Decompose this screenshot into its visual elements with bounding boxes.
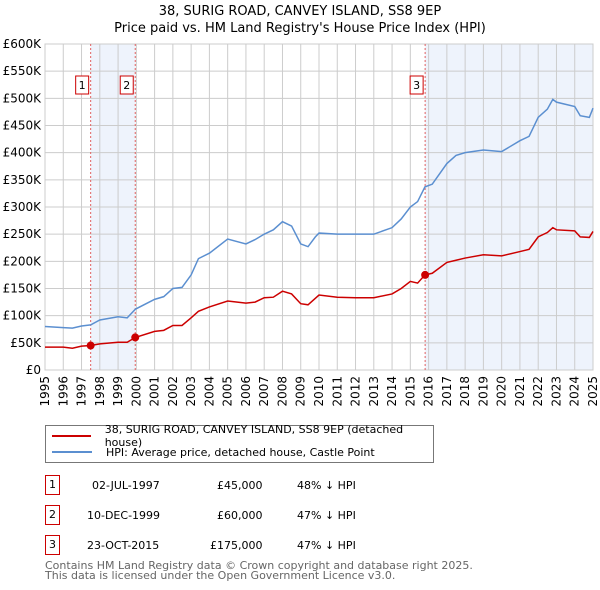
x-tick-label: 2021 bbox=[513, 376, 527, 407]
y-tick-label: £0 bbox=[26, 363, 41, 377]
transaction-hpi: 47% ↓ HPI bbox=[297, 509, 356, 522]
transaction-date: 23-OCT-2015 bbox=[87, 539, 160, 552]
x-tick-label: 2003 bbox=[184, 376, 198, 407]
x-tick-label: 2004 bbox=[202, 376, 216, 407]
legend: 38, SURIG ROAD, CANVEY ISLAND, SS8 9EP (… bbox=[45, 423, 434, 463]
x-tick-label: 2017 bbox=[440, 376, 454, 407]
y-tick-label: £400K bbox=[3, 146, 43, 160]
hpi-line bbox=[44, 98, 594, 329]
sale-point bbox=[131, 333, 140, 342]
x-tick-label: 1995 bbox=[38, 376, 52, 407]
x-tick-label: 2014 bbox=[385, 376, 399, 407]
x-tick-label: 2011 bbox=[330, 376, 344, 407]
sale-marker-label: 3 bbox=[45, 535, 60, 555]
chart-subtitle: Price paid vs. HM Land Registry's House … bbox=[114, 21, 486, 36]
y-tick-label: £200K bbox=[3, 254, 43, 268]
x-tick-label: 2020 bbox=[495, 376, 509, 407]
x-tick-label: 2024 bbox=[568, 376, 582, 407]
x-tick-label: 2013 bbox=[367, 376, 381, 407]
legend-item-hpi: HPI: Average price, detached house, Cast… bbox=[46, 444, 375, 460]
x-tick-label: 2005 bbox=[221, 376, 235, 407]
x-tick-label: 1996 bbox=[56, 376, 70, 407]
transaction-hpi: 47% ↓ HPI bbox=[297, 539, 356, 552]
chart-title: 38, SURIG ROAD, CANVEY ISLAND, SS8 9EP bbox=[158, 4, 442, 19]
legend-swatch-blue bbox=[52, 451, 92, 453]
x-tick-label: 2001 bbox=[148, 376, 162, 407]
sale-marker-box bbox=[75, 75, 90, 95]
x-tick-label: 2009 bbox=[294, 376, 308, 407]
x-tick-label: 2007 bbox=[257, 376, 271, 407]
sale-point bbox=[86, 341, 95, 350]
x-tick-label: 1999 bbox=[111, 376, 125, 407]
transaction-price: £60,000 bbox=[217, 509, 263, 522]
transaction-date: 02-JUL-1997 bbox=[92, 479, 160, 492]
x-tick-label: 2015 bbox=[403, 376, 417, 407]
x-tick-label: 2023 bbox=[549, 376, 563, 407]
transaction-row: 3 23-OCT-2015 £175,000 47% ↓ HPI bbox=[45, 535, 465, 557]
sale-marker-label: 1 bbox=[79, 79, 86, 92]
legend-swatch-red bbox=[52, 435, 91, 437]
price-chart: £0 £50K £100K £150K £200K £250K £300K £350K £400… bbox=[3, 37, 600, 407]
y-tick-label: £550K bbox=[3, 64, 43, 78]
x-tick-label: 2010 bbox=[312, 376, 326, 407]
y-tick-label: £100K bbox=[3, 309, 43, 323]
legend-label: 38, SURIG ROAD, CANVEY ISLAND, SS8 9EP (… bbox=[104, 423, 404, 449]
sale-marker-label: 1 bbox=[45, 475, 60, 495]
x-tick-label: 2000 bbox=[129, 376, 143, 407]
x-tick-label: 1997 bbox=[75, 376, 89, 407]
x-tick-label: 2022 bbox=[531, 376, 545, 407]
x-tick-label: 2008 bbox=[275, 376, 289, 407]
transaction-row: 1 02-JUL-1997 £45,000 48% ↓ HPI bbox=[45, 475, 465, 497]
y-tick-label: £150K bbox=[3, 282, 43, 296]
x-tick-label: 1998 bbox=[93, 376, 107, 407]
sale-marker-label: 2 bbox=[123, 79, 130, 92]
transaction-price: £45,000 bbox=[217, 479, 263, 492]
x-tick-label: 2019 bbox=[476, 376, 490, 407]
y-tick-label: £50K bbox=[10, 336, 42, 350]
price-paid-line bbox=[45, 226, 594, 350]
sale-marker-box bbox=[119, 75, 134, 95]
transaction-date: 10-DEC-1999 bbox=[87, 509, 161, 522]
x-tick-label: 2016 bbox=[422, 376, 436, 407]
footer: Contains HM Land Registry data © Crown c… bbox=[45, 559, 473, 582]
sale-point bbox=[421, 270, 430, 279]
x-tick-label: 2002 bbox=[166, 376, 180, 407]
transaction-row: 2 10-DEC-1999 £60,000 47% ↓ HPI bbox=[45, 505, 465, 527]
y-tick-label: £250K bbox=[3, 227, 43, 241]
y-tick-label: £500K bbox=[3, 91, 43, 105]
y-tick-label: £350K bbox=[3, 173, 43, 187]
y-tick-label: £600K bbox=[3, 37, 43, 51]
transaction-hpi: 48% ↓ HPI bbox=[297, 479, 356, 492]
legend-label: HPI: Average price, detached house, Cast… bbox=[106, 445, 375, 459]
legend-item-property: 38, SURIG ROAD, CANVEY ISLAND, SS8 9EP (… bbox=[46, 423, 433, 449]
footer-copyright: Contains HM Land Registry data © Crown c… bbox=[45, 559, 473, 572]
x-tick-label: 2018 bbox=[458, 376, 472, 407]
y-tick-label: £300K bbox=[3, 200, 43, 214]
sale-marker-label: 3 bbox=[413, 79, 420, 92]
sale-marker-box bbox=[409, 75, 424, 95]
footer-licence: This data is licensed under the Open Gov… bbox=[45, 569, 396, 582]
y-tick-label: £450K bbox=[3, 119, 43, 133]
x-tick-label: 2012 bbox=[349, 376, 363, 407]
x-tick-label: 2025 bbox=[586, 376, 600, 407]
transaction-price: £175,000 bbox=[210, 539, 263, 552]
x-tick-label: 2006 bbox=[239, 376, 253, 407]
sale-marker-label: 2 bbox=[45, 505, 60, 525]
